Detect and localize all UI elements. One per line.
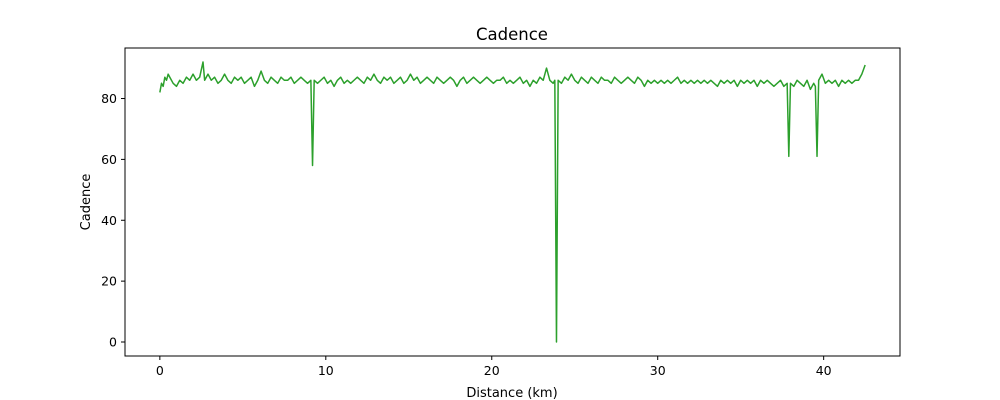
x-tick-label: 40 bbox=[816, 363, 832, 378]
plot-frame bbox=[124, 47, 901, 357]
x-tick-label: 30 bbox=[650, 363, 666, 378]
y-tick-label: 40 bbox=[101, 213, 117, 228]
x-axis-label: Distance (km) bbox=[466, 386, 557, 400]
chart-title: Cadence bbox=[476, 25, 548, 44]
x-tick-label: 10 bbox=[318, 363, 334, 378]
y-tick-label: 20 bbox=[101, 274, 117, 289]
y-tick-label: 60 bbox=[101, 152, 117, 167]
y-axis-ticks: 0 20 40 60 80 bbox=[101, 91, 125, 350]
y-tick-label: 0 bbox=[109, 335, 117, 350]
x-tick-label: 0 bbox=[156, 363, 164, 378]
x-axis-ticks: 0 10 20 30 40 bbox=[156, 356, 832, 378]
y-tick-label: 80 bbox=[101, 91, 117, 106]
plot-area bbox=[159, 61, 866, 343]
cadence-series-line bbox=[159, 61, 866, 343]
x-tick-label: 20 bbox=[484, 363, 500, 378]
y-axis-label: Cadence bbox=[79, 174, 94, 231]
